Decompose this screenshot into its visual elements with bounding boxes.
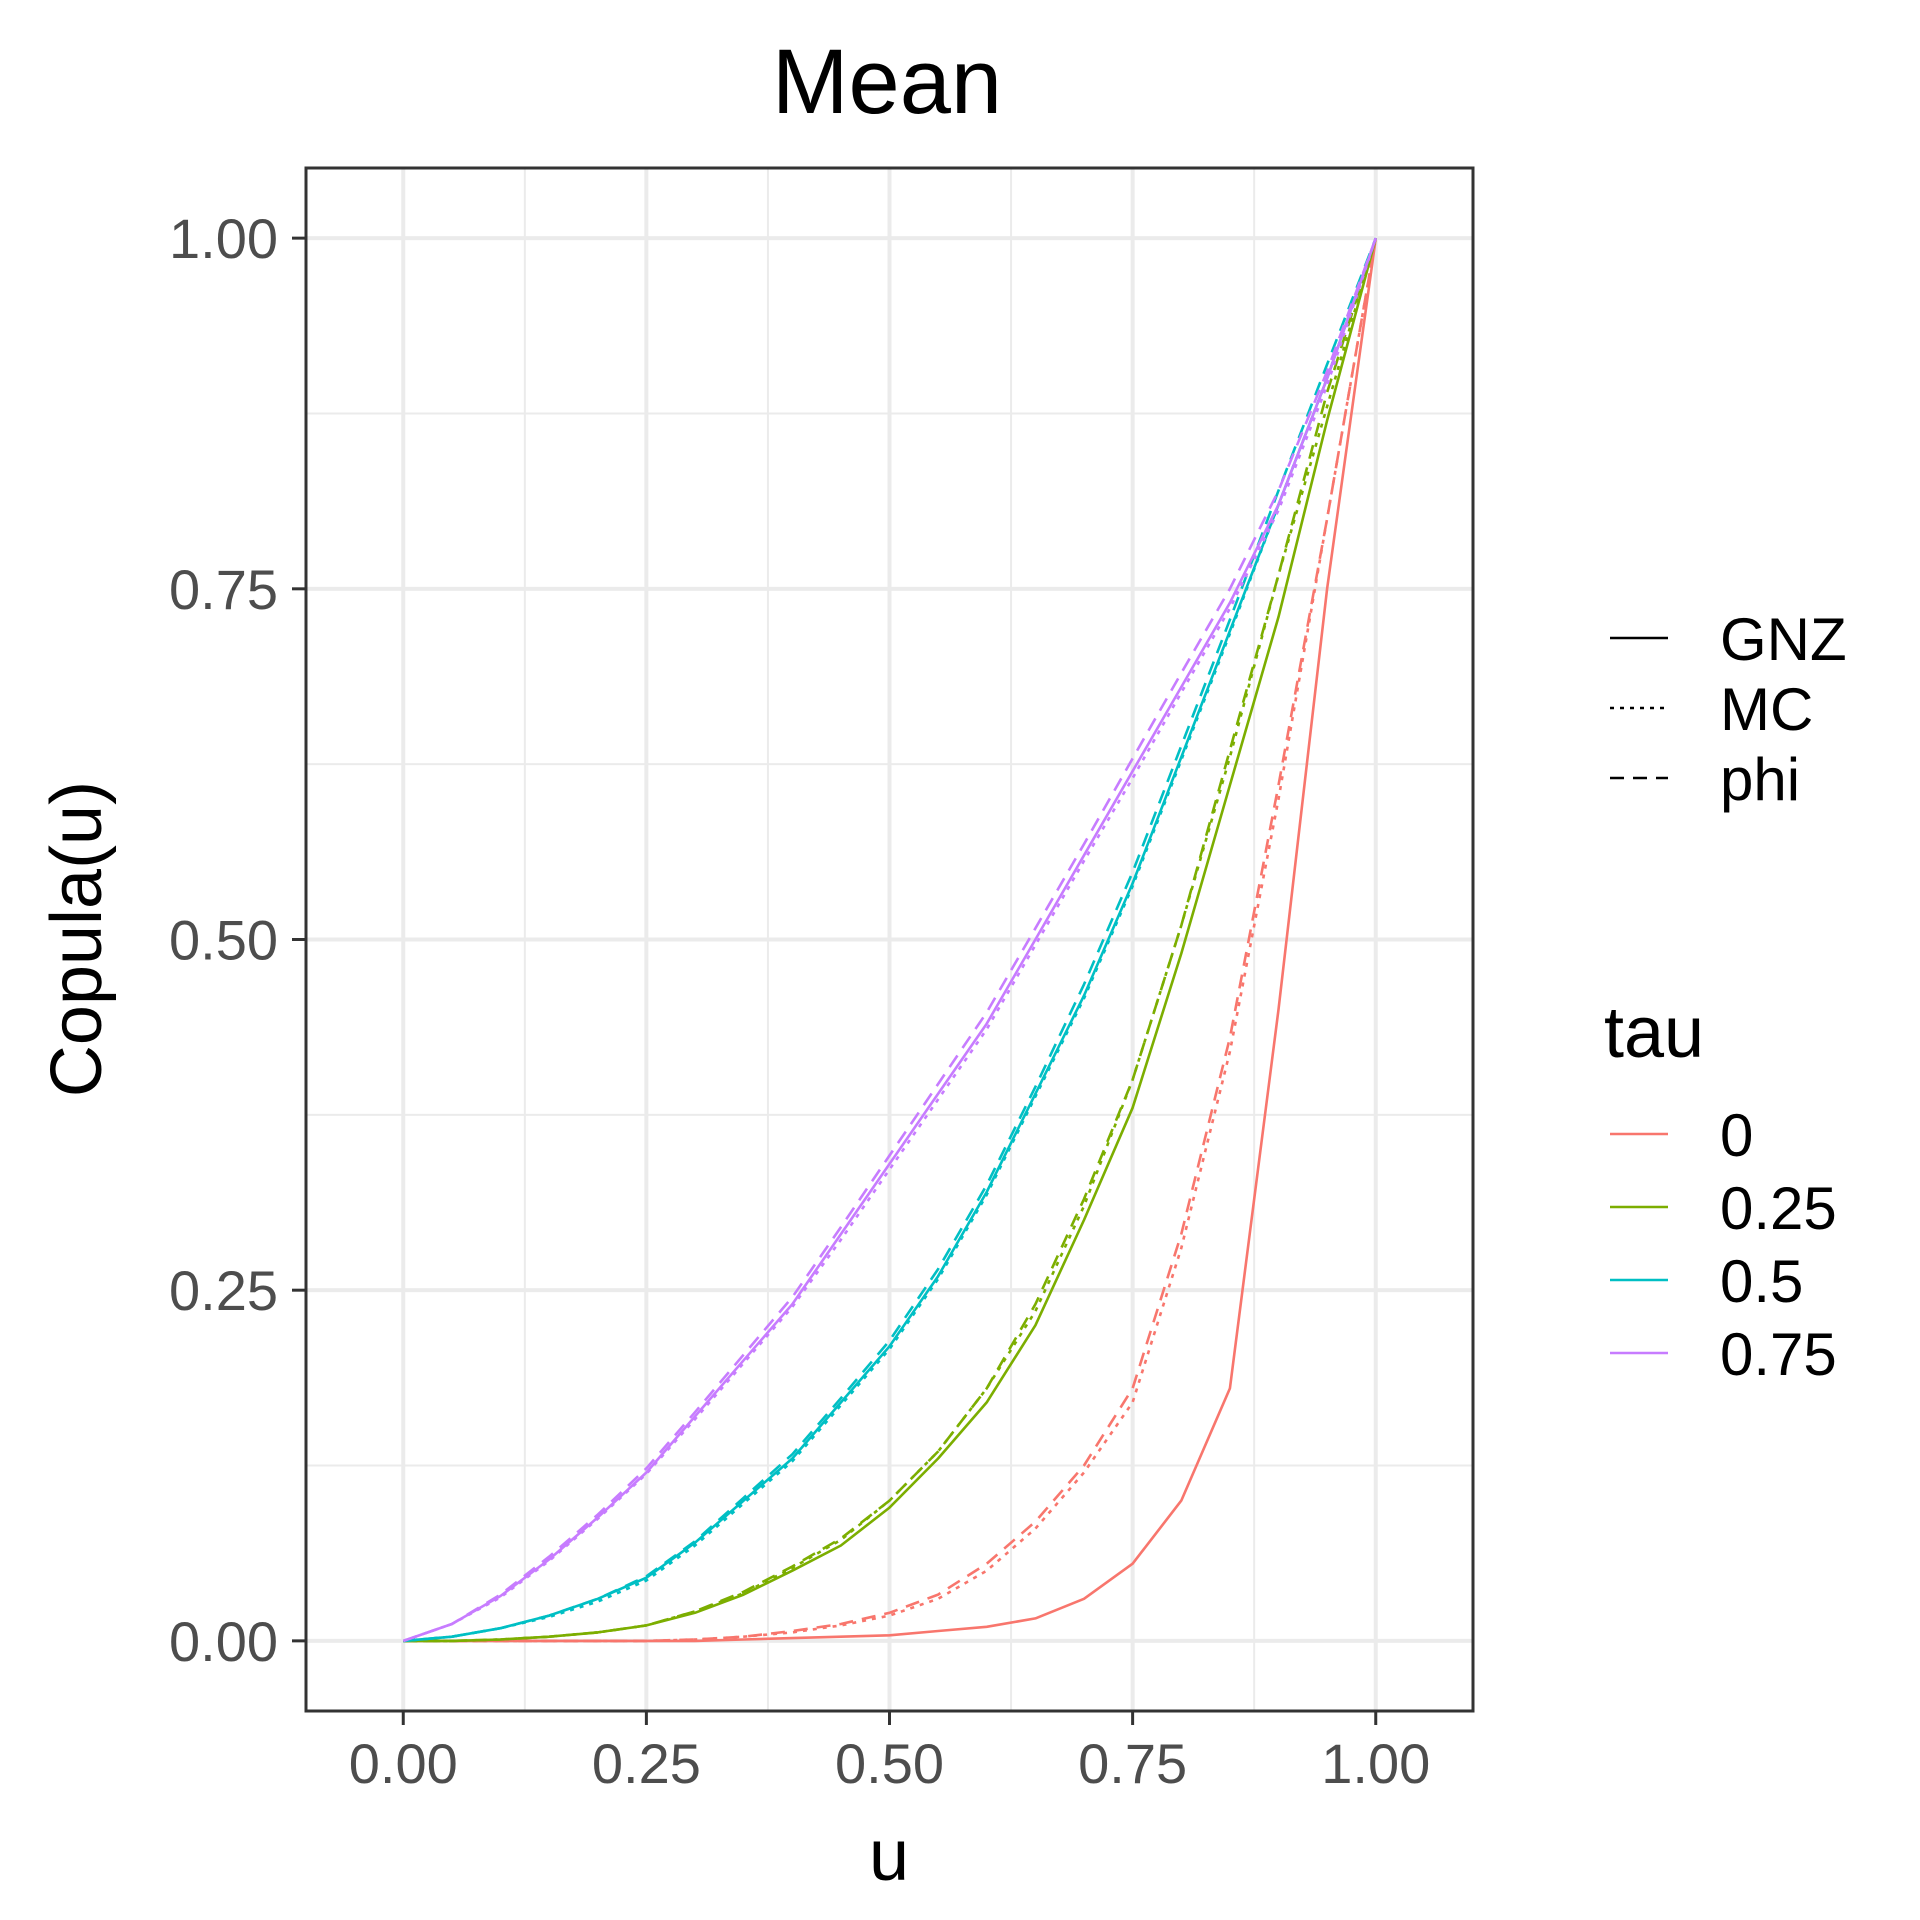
legend-title-tau: tau <box>1604 993 1704 1073</box>
grid <box>306 168 1473 1711</box>
y-axis-title: Copula(u) <box>37 781 117 1097</box>
x-tick-label: 0.00 <box>349 1732 458 1795</box>
series-line-tau-0_75-mc <box>402 237 1378 1643</box>
y-tick-label: 1.00 <box>169 207 278 270</box>
legend-label-tau-0_5: 0.5 <box>1720 1248 1803 1315</box>
legend-label-mc: MC <box>1720 676 1813 743</box>
y-tick-label: 0.50 <box>169 909 278 972</box>
y-tick-label: 0.75 <box>169 558 278 621</box>
series-line-tau-0-phi <box>403 237 1378 1643</box>
legend-label-tau-0_75: 0.75 <box>1720 1321 1837 1388</box>
y-tick-label: 0.25 <box>169 1259 278 1322</box>
y-tick-label: 0.00 <box>169 1610 278 1673</box>
series-line-tau-0_25-phi <box>403 237 1378 1643</box>
x-axis-title: u <box>869 1816 909 1896</box>
x-tick-label: 1.00 <box>1321 1732 1430 1795</box>
x-tick-label: 0.25 <box>592 1732 701 1795</box>
legend-label-gnz: GNZ <box>1720 606 1847 673</box>
x-tick-label: 0.50 <box>835 1732 944 1795</box>
axes: 0.00 0.25 0.50 0.75 1.00 0.00 0.25 0.50 0.75 1.00 <box>169 207 1430 1795</box>
series-line-tau-0_5-phi <box>403 237 1378 1643</box>
chart-title: Mean <box>772 31 1002 133</box>
legend-label-phi: phi <box>1720 746 1800 813</box>
legend-label-tau-0: 0 <box>1720 1102 1753 1169</box>
x-tick-label: 0.75 <box>1078 1732 1187 1795</box>
legend-label-tau-0_25: 0.25 <box>1720 1175 1837 1242</box>
series-line-tau-0_75-phi <box>402 237 1378 1643</box>
series-lines <box>402 237 1378 1643</box>
